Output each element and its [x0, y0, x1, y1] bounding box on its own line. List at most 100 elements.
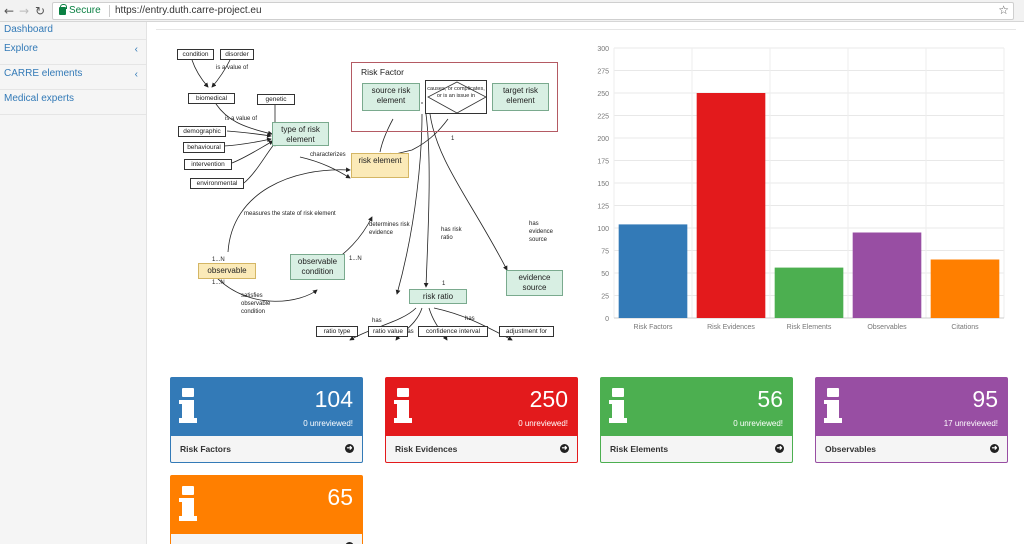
node-observable-condition: observable condition	[290, 254, 345, 280]
info-box-unreviewed: 0 unreviewed!	[733, 419, 783, 428]
risk-factor-frame: Risk Factor source risk element causes, …	[351, 62, 558, 132]
bar	[852, 232, 922, 318]
causes-label: causes, or complicates, or is an issue i…	[427, 86, 485, 99]
sidebar-item-explore[interactable]: Explore ‹	[0, 40, 146, 65]
info-box-count: 95	[972, 386, 998, 412]
address-bar[interactable]: Secure https://entry.duth.carre-project.…	[52, 2, 1014, 20]
y-tick-label: 275	[597, 69, 609, 76]
node-confidence-interval: confidence interval	[418, 326, 488, 337]
info-icon	[394, 388, 412, 424]
sidebar-item-carre-elements[interactable]: CARRE elements ‹	[0, 65, 146, 90]
bar-chart: 0 25 50 75 100 125 150 175 200 225 250 275 300 Risk F…	[597, 46, 1005, 331]
info-box-risk-factors[interactable]: 104 0 unreviewed! Risk Factors ➜	[170, 377, 363, 463]
forward-arrow-icon[interactable]: →	[18, 4, 30, 18]
x-tick-label: Risk Factors	[634, 324, 673, 331]
node-demographic: demographic	[178, 126, 226, 137]
node-source-risk-element: source risk element	[362, 83, 420, 111]
sidebar-item-label: Medical experts	[4, 93, 75, 104]
y-tick-label: 125	[597, 204, 609, 211]
label-has: has	[372, 318, 382, 324]
node-behavioural: behavioural	[183, 142, 225, 153]
x-tick-label: Citations	[951, 324, 979, 331]
url-text[interactable]: https://entry.duth.carre-project.eu	[115, 5, 262, 16]
main-content: condition disorder is a value of biomedi…	[148, 22, 1024, 544]
node-genetic: genetic	[257, 94, 295, 105]
label-satisfies: satisfies observable condition	[241, 293, 271, 315]
node-ratio-value: ratio value	[368, 326, 408, 337]
chevron-left-icon: ‹	[134, 44, 138, 55]
arrow-circle-right-icon[interactable]: ➜	[345, 444, 354, 453]
label-multiplicity: 1...N	[212, 280, 225, 286]
node-target-risk-element: target risk element	[492, 83, 549, 111]
info-icon	[179, 486, 197, 522]
info-box-observables[interactable]: 95 17 unreviewed! Observables ➜	[815, 377, 1008, 463]
info-box-label[interactable]: Citations	[180, 542, 216, 544]
sidebar: Dashboard Explore ‹ CARRE elements ‹ Med…	[0, 22, 147, 544]
info-box-count: 104	[314, 386, 353, 412]
ontology-diagram: condition disorder is a value of biomedi…	[172, 42, 572, 342]
node-observable: observable	[198, 263, 256, 279]
arrow-circle-right-icon[interactable]: ➜	[990, 444, 999, 453]
node-biomedical: biomedical	[188, 93, 235, 104]
chevron-left-icon: ‹	[134, 69, 138, 80]
info-box-header: 104 0 unreviewed!	[171, 378, 362, 436]
info-box-label[interactable]: Risk Evidences	[395, 444, 458, 454]
info-box-unreviewed: 0 unreviewed!	[518, 419, 568, 428]
node-adjustment-for: adjustment for	[499, 326, 554, 337]
lock-icon	[59, 4, 67, 15]
label-determines: determines risk evidence	[369, 222, 410, 236]
reload-icon[interactable]: ↻	[34, 4, 46, 18]
label-has: has	[465, 316, 475, 322]
url-separator	[109, 5, 110, 17]
y-tick-label: 200	[597, 136, 609, 143]
node-evidence-source: evidence source	[506, 270, 563, 296]
y-tick-label: 300	[597, 46, 609, 53]
y-tick-label: 50	[601, 271, 609, 278]
info-box-unreviewed: 17 unreviewed!	[943, 419, 998, 428]
diamond-shape	[427, 81, 487, 114]
node-environmental: environmental	[190, 178, 244, 189]
info-box-header: 56 0 unreviewed!	[601, 378, 792, 436]
node-risk-ratio: risk ratio	[409, 289, 467, 304]
info-icon	[179, 388, 197, 424]
info-box-unreviewed: 0 unreviewed!	[303, 419, 353, 428]
bar	[774, 267, 844, 318]
info-box-label[interactable]: Risk Factors	[180, 444, 232, 454]
bar	[696, 93, 766, 318]
sidebar-item-dashboard[interactable]: Dashboard	[0, 22, 146, 40]
bookmark-star-icon[interactable]: ☆	[998, 3, 1009, 17]
risk-factor-title: Risk Factor	[361, 67, 404, 77]
y-tick-label: 175	[597, 159, 609, 166]
x-tick-label: Risk Elements	[787, 324, 832, 331]
node-intervention: intervention	[184, 159, 232, 170]
info-box-citations[interactable]: 65Citations➜	[170, 475, 363, 544]
info-box-header: 95 17 unreviewed!	[816, 378, 1007, 436]
label-has: has	[404, 329, 414, 335]
arrow-circle-right-icon[interactable]: ➜	[560, 444, 569, 453]
y-tick-label: 100	[597, 226, 609, 233]
x-tick-label: Observables	[867, 324, 907, 331]
label-multiplicity: 1...N	[212, 257, 225, 263]
sidebar-item-label: Explore	[4, 43, 38, 54]
secure-label: Secure	[69, 5, 101, 16]
info-box-label[interactable]: Observables	[825, 444, 877, 454]
y-tick-label: 250	[597, 91, 609, 98]
sidebar-item-medical-experts[interactable]: Medical experts	[0, 90, 146, 115]
node-risk-element: risk element	[351, 153, 409, 178]
info-icon	[824, 388, 842, 424]
y-tick-label: 25	[601, 294, 609, 301]
arrow-circle-right-icon[interactable]: ➜	[775, 444, 784, 453]
y-tick-label: 0	[605, 316, 609, 323]
info-box-risk-evidences[interactable]: 250 0 unreviewed! Risk Evidences ➜	[385, 377, 578, 463]
y-tick-label: 225	[597, 114, 609, 121]
label-has-evidence-source: has evidence source	[529, 221, 554, 243]
label-characterizes: characterizes	[310, 152, 346, 158]
node-type-of-risk-element: type of risk element	[272, 122, 329, 146]
info-box-risk-elements[interactable]: 56 0 unreviewed! Risk Elements ➜	[600, 377, 793, 463]
bar	[930, 259, 1000, 318]
back-arrow-icon[interactable]: ←	[3, 4, 15, 18]
divider	[156, 29, 1016, 30]
info-box-label[interactable]: Risk Elements	[610, 444, 669, 454]
label-has-risk-ratio: has risk ratio	[441, 227, 462, 241]
y-tick-label: 150	[597, 181, 609, 188]
